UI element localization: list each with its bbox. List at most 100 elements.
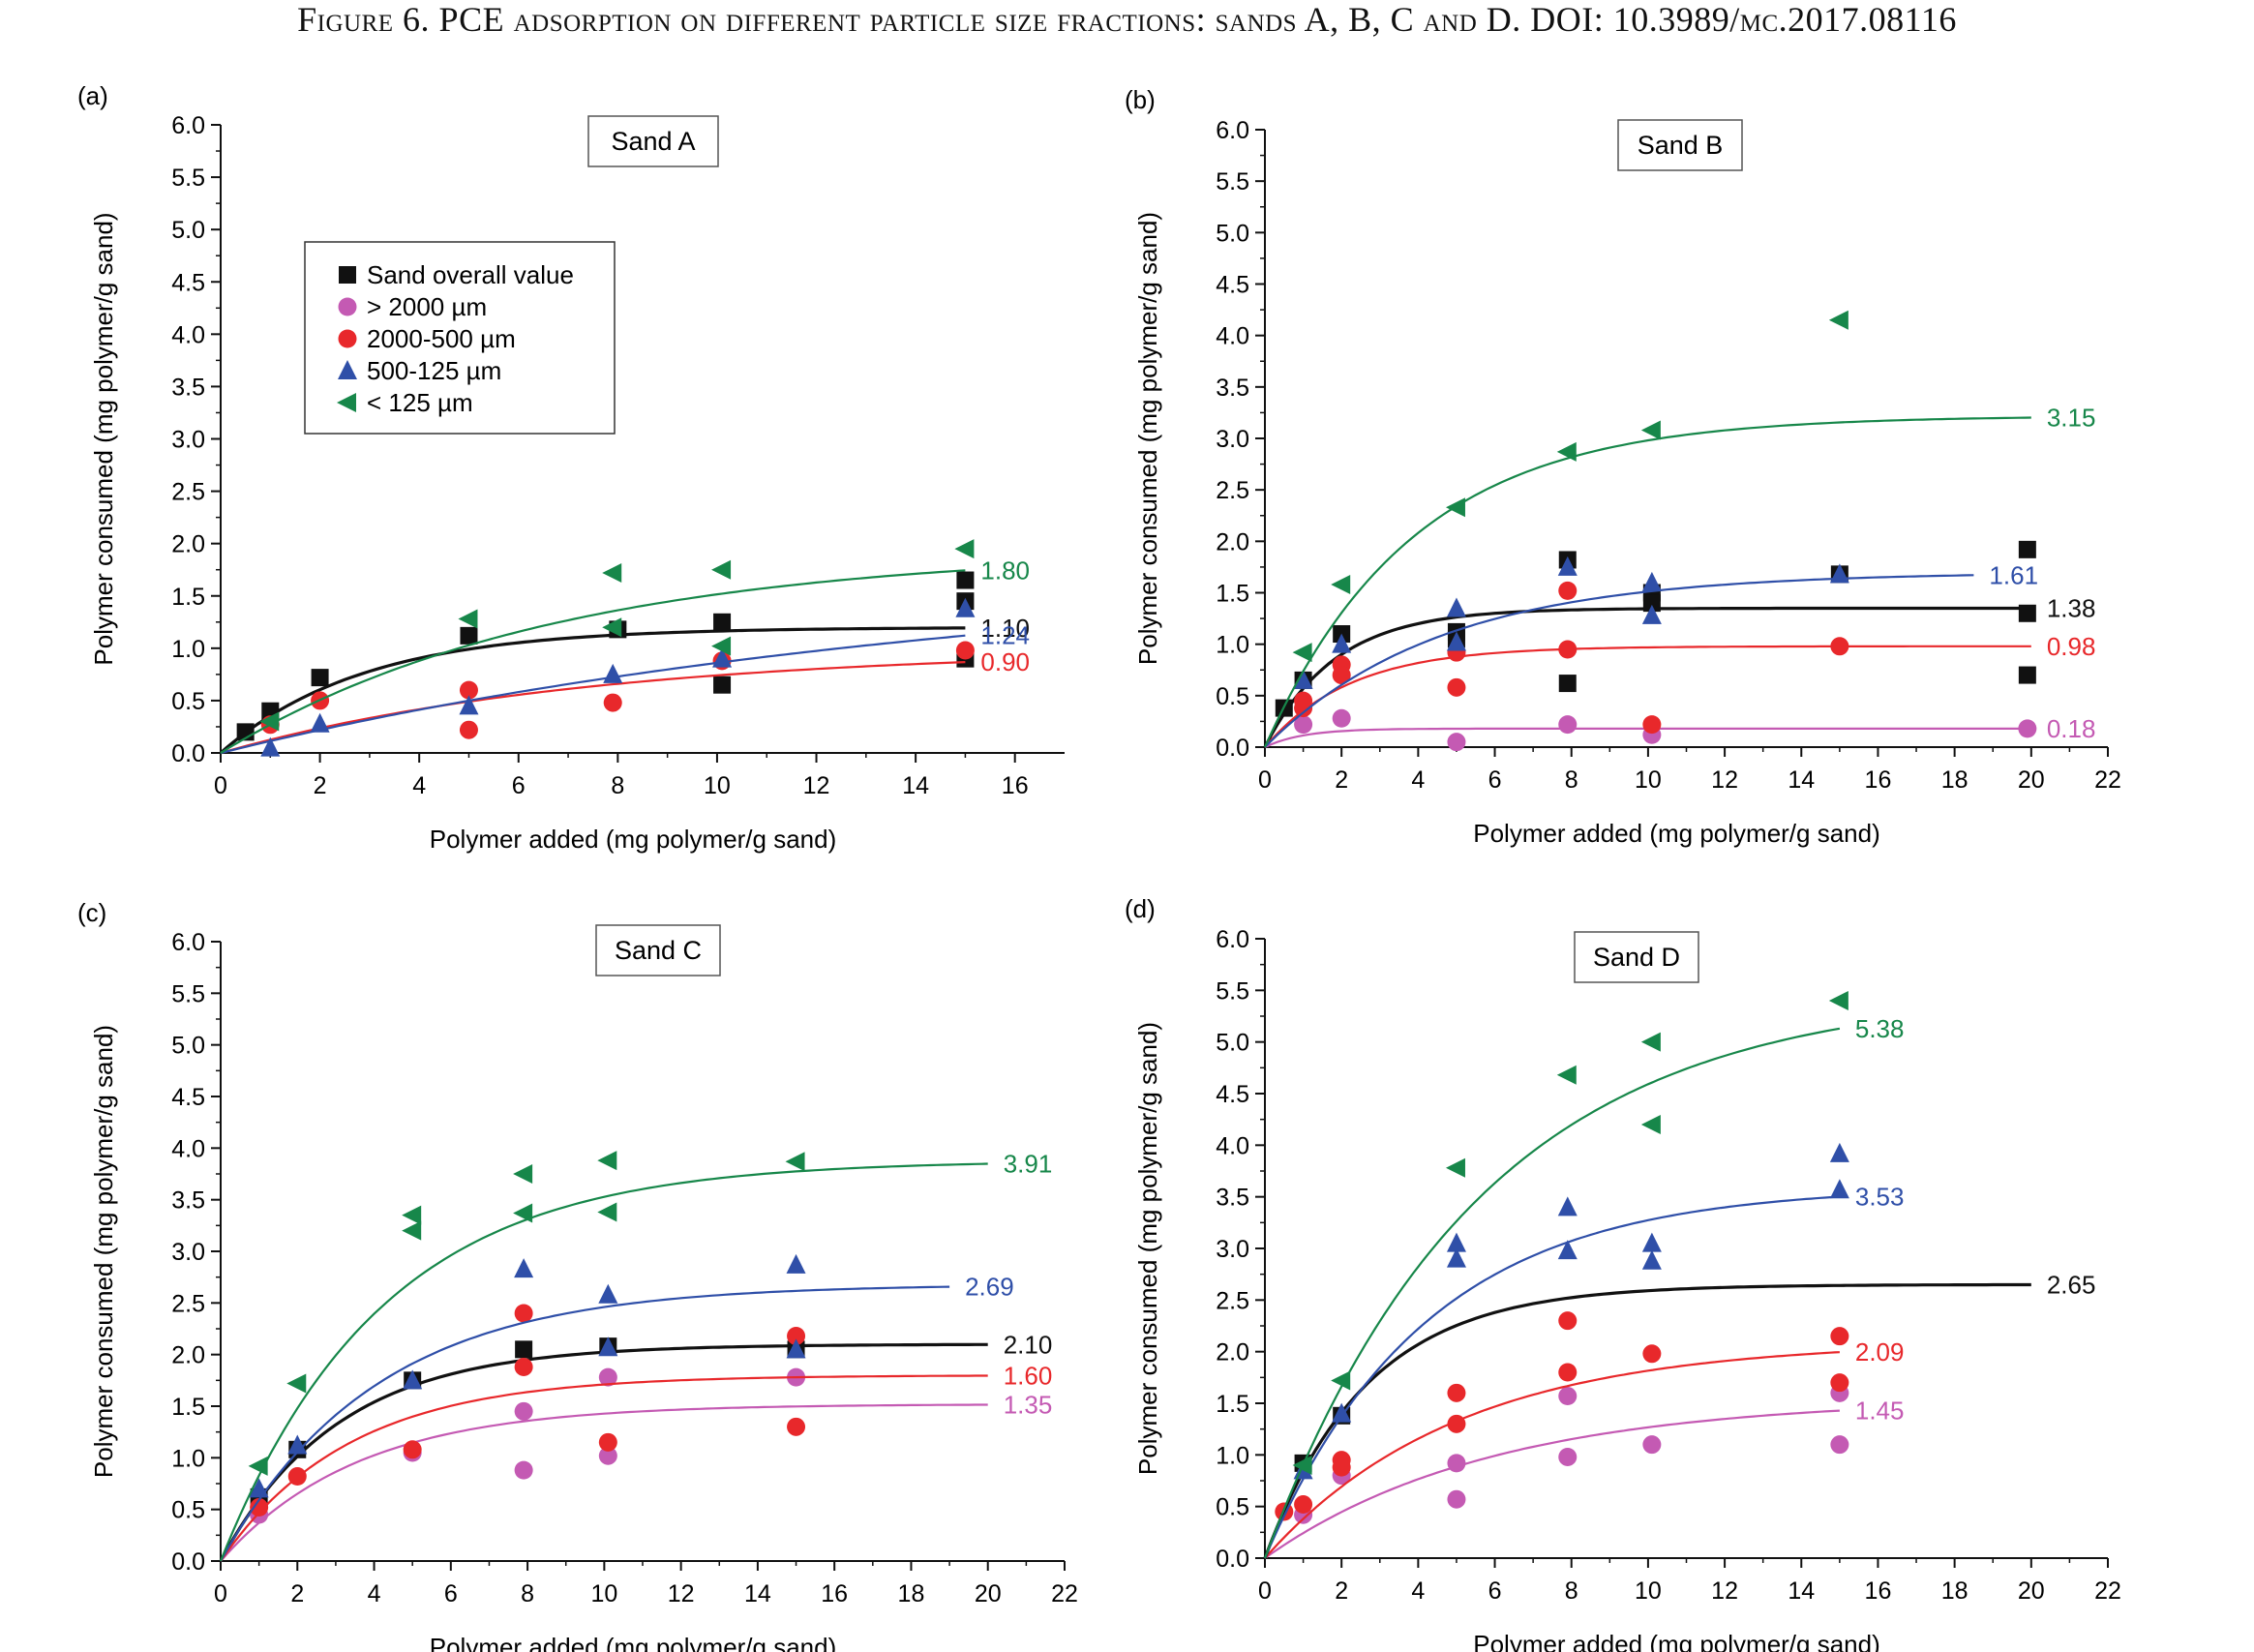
- data-point-r500_125: [1641, 604, 1662, 624]
- y-tick-label: 0.5: [171, 688, 205, 715]
- data-point-overall: [1558, 675, 1577, 693]
- y-tick-label: 5.5: [1216, 168, 1249, 195]
- x-tick-label: 2: [1335, 1577, 1348, 1605]
- data-point-r2000_500: [1332, 1457, 1351, 1477]
- data-point-gt2000: [1558, 715, 1578, 735]
- end-value-label-lt125: 3.15: [2047, 403, 2096, 432]
- y-tick-label: 1.0: [1216, 1442, 1249, 1469]
- data-point-r2000_500: [1642, 1344, 1662, 1364]
- x-axis-label: Polymer added (mg polymer/g sand): [1473, 1630, 1880, 1652]
- data-point-gt2000: [1642, 1435, 1662, 1455]
- chart-panel-3: (c) 0.0 0.5 1.0 1.5 2.0 2.5 3.0 3.5 4.0 4.5 5.0 5.5 6…: [77, 898, 1078, 1652]
- data-point-r2000_500: [514, 1304, 533, 1323]
- data-point-lt125: [1556, 441, 1577, 462]
- series-r500_125: 1.24: [220, 597, 1030, 757]
- x-tick-label: 18: [1941, 766, 1968, 794]
- data-point-overall: [2018, 666, 2036, 684]
- data-point-r500_125: [1829, 1142, 1849, 1162]
- data-point-r500_125: [1557, 556, 1578, 576]
- data-point-r500_125: [786, 1338, 806, 1359]
- x-tick-label: 6: [1488, 1577, 1502, 1605]
- data-point-r500_125: [1641, 1232, 1662, 1252]
- x-tick-label: 4: [1411, 1577, 1425, 1605]
- data-point-r500_125: [1829, 1179, 1849, 1199]
- y-axis-label: Polymer consumed (mg polymer/g sand): [89, 1025, 118, 1478]
- data-point-gt2000: [1294, 715, 1313, 735]
- y-tick-label: 5.5: [171, 980, 205, 1007]
- y-tick-label: 5.5: [1216, 977, 1249, 1005]
- end-value-label-overall: 2.65: [2047, 1270, 2096, 1299]
- data-point-r500_125: [310, 712, 330, 733]
- chart-title-box: [587, 115, 719, 167]
- data-point-overall: [713, 676, 732, 694]
- fit-curve-lt125: [1263, 416, 2031, 748]
- data-point-r500_125: [1446, 631, 1466, 651]
- y-tick-label: 4.5: [1216, 272, 1249, 299]
- chart-title: Sand B: [1638, 131, 1724, 160]
- series-r2000_500: 0.98: [1264, 581, 2095, 748]
- x-tick-label: 22: [2094, 766, 2121, 794]
- series-r500_125: 1.61: [1264, 556, 2038, 748]
- data-point-lt125: [597, 1202, 617, 1222]
- data-point-r500_125: [1557, 1196, 1578, 1216]
- x-tick-label: 10: [1635, 766, 1662, 794]
- end-value-label-gt2000: 1.35: [1004, 1390, 1053, 1419]
- end-value-label-r500_125: 1.61: [1989, 560, 2038, 589]
- y-tick-label: 0.0: [1216, 1546, 1249, 1573]
- data-point-lt125: [513, 1203, 533, 1223]
- data-point-overall: [713, 613, 732, 631]
- y-tick-label: 2.5: [1216, 1287, 1249, 1314]
- fit-curve-r2000_500: [1264, 1351, 1840, 1559]
- data-point-r2000_500: [1642, 715, 1662, 735]
- panel-label: (b): [1125, 85, 1156, 114]
- x-tick-label: 6: [512, 772, 526, 799]
- series-lt125: 1.80: [220, 539, 1030, 754]
- x-tick-label: 8: [521, 1580, 534, 1607]
- data-point-gt2000: [1447, 733, 1466, 752]
- end-value-label-r500_125: 1.24: [980, 621, 1030, 650]
- y-tick-label: 3.0: [1216, 1236, 1249, 1263]
- data-point-lt125: [785, 1152, 805, 1172]
- x-axis-label: Polymer added (mg polymer/g sand): [430, 1633, 837, 1652]
- data-point-overall: [2018, 604, 2036, 622]
- x-tick-label: 0: [214, 772, 227, 799]
- data-point-r500_125: [1641, 1249, 1662, 1270]
- data-point-lt125: [1445, 1157, 1465, 1178]
- data-point-r500_125: [459, 695, 479, 715]
- x-tick-label: 10: [704, 772, 731, 799]
- x-tick-label: 8: [611, 772, 624, 799]
- data-point-r500_125: [1332, 633, 1352, 653]
- data-point-r2000_500: [598, 1432, 617, 1452]
- data-point-gt2000: [598, 1367, 617, 1387]
- data-point-r500_125: [514, 1258, 534, 1278]
- data-point-lt125: [458, 609, 478, 629]
- data-point-r500_125: [603, 663, 623, 683]
- y-tick-label: 2.5: [171, 479, 205, 506]
- data-point-lt125: [1640, 1115, 1661, 1134]
- data-point-r500_125: [1446, 1232, 1466, 1252]
- data-point-overall: [515, 1340, 533, 1359]
- data-point-r500_125: [249, 1478, 269, 1498]
- legend-marker-overall: [339, 266, 356, 284]
- x-tick-label: 0: [1258, 766, 1272, 794]
- y-tick-label: 0.5: [171, 1497, 205, 1524]
- y-tick-label: 4.5: [1216, 1081, 1249, 1108]
- series-lt125: 3.91: [219, 1150, 1052, 1562]
- data-point-r2000_500: [1558, 581, 1578, 600]
- data-point-gt2000: [1558, 1387, 1578, 1406]
- y-tick-label: 4.5: [171, 1084, 205, 1111]
- y-tick-label: 3.0: [171, 427, 205, 454]
- data-point-r2000_500: [1558, 1363, 1578, 1382]
- x-tick-label: 16: [1002, 772, 1029, 799]
- data-point-r2000_500: [1830, 1327, 1849, 1346]
- data-point-r500_125: [1446, 1247, 1466, 1268]
- chart-title: Sand A: [611, 127, 695, 156]
- fit-curve-r500_125: [1264, 574, 1974, 748]
- chart-title-box: [1617, 119, 1743, 171]
- legend-marker-lt125: [337, 393, 356, 412]
- data-point-r500_125: [260, 736, 281, 757]
- data-point-r500_125: [287, 1434, 308, 1455]
- data-point-r2000_500: [1294, 699, 1313, 718]
- x-tick-label: 22: [1051, 1580, 1078, 1607]
- fit-curve-gt2000: [1264, 1409, 1840, 1559]
